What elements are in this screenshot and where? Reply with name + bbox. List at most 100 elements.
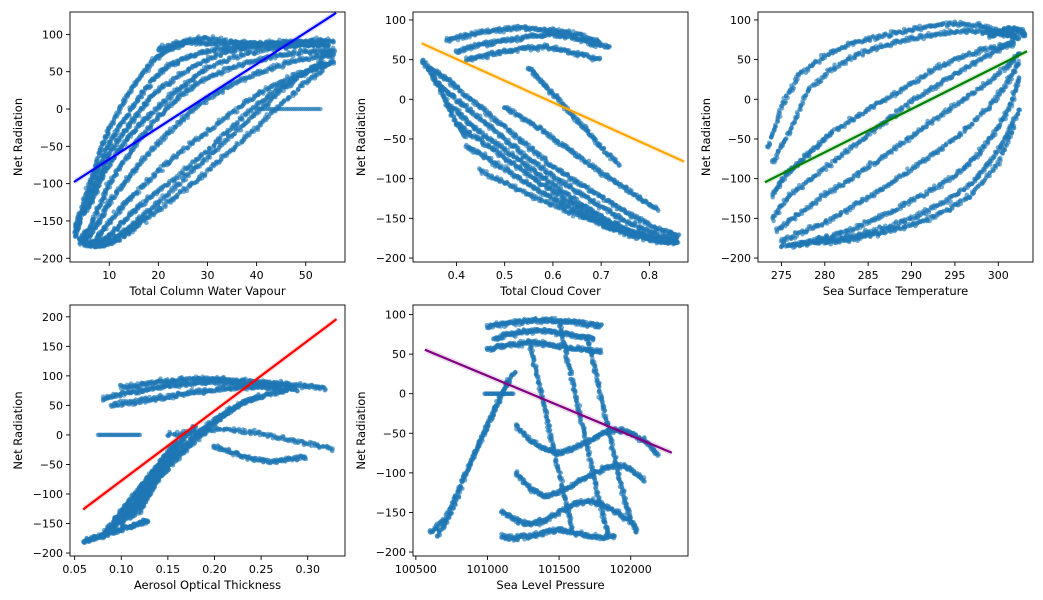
scatter-point — [259, 42, 265, 48]
scatter-point — [139, 94, 144, 100]
scatter-point — [299, 70, 305, 75]
scatter-point — [483, 111, 488, 116]
scatter-point — [126, 232, 132, 237]
scatter-point — [265, 46, 271, 52]
scatter-point — [253, 41, 259, 47]
scatter-point — [277, 87, 283, 93]
scatter-point — [157, 111, 162, 117]
scatter-point — [513, 132, 519, 138]
scatter-point — [291, 89, 297, 95]
x-tick-label: 10 — [102, 269, 116, 282]
scatter-point — [203, 131, 208, 136]
scatter-point — [235, 142, 240, 147]
scatter-point — [193, 135, 199, 141]
x-tick-label: 30 — [201, 269, 215, 282]
scatter-point — [97, 203, 102, 208]
scatter-point — [181, 118, 187, 123]
scatter-point — [299, 73, 305, 79]
scatter-point — [515, 49, 520, 55]
scatter-point — [252, 110, 258, 116]
cloud-cover-panel: 0.4 0.5 0.6 0.7 0.8−200−150−100−50050100Tota… — [354, 11, 689, 298]
scatter-point — [507, 27, 513, 33]
scatter-point — [149, 110, 154, 116]
scatter-point — [144, 220, 149, 226]
scatter-point — [207, 64, 213, 70]
scatter-point — [113, 132, 118, 138]
scatter-point — [133, 209, 138, 214]
scatter-point — [308, 75, 314, 80]
y-axis-label: Net Radiation — [11, 98, 25, 176]
scatter-point — [118, 209, 123, 215]
x-tick-label: 50 — [299, 269, 313, 282]
scatter-point — [536, 152, 541, 157]
scatter-point — [203, 40, 208, 46]
scatter-point — [544, 168, 549, 173]
scatter-point — [222, 38, 228, 44]
scatter-point — [539, 166, 545, 171]
scatter-point — [185, 172, 190, 178]
scatter-point — [109, 200, 114, 205]
x-tick-label: 20 — [151, 269, 165, 282]
scatter-point — [269, 96, 274, 102]
scatter-point — [298, 38, 304, 44]
scatter-point — [204, 169, 210, 174]
scatter-point — [200, 134, 205, 139]
y-tick-label: −200 — [33, 252, 63, 265]
scatter-point — [147, 215, 152, 220]
scatter-point — [145, 102, 150, 107]
scatter-point — [195, 164, 201, 170]
scatter-point — [176, 181, 182, 187]
scatter-point — [600, 195, 606, 201]
scatter-point — [233, 109, 238, 115]
scatter-point — [606, 44, 612, 49]
scatter-point — [90, 214, 96, 219]
scatter-point — [234, 55, 239, 60]
scatter-point — [132, 101, 138, 107]
scatter-point — [163, 203, 168, 208]
scatter-point — [281, 88, 286, 93]
scatter-point — [579, 36, 584, 41]
scatter-point — [304, 68, 310, 74]
y-tick-label: 100 — [42, 28, 63, 41]
scatter-point — [250, 74, 255, 79]
scatter-point — [148, 207, 153, 212]
scatter-point — [188, 163, 193, 169]
scatter-point — [266, 92, 271, 97]
regression-line — [73, 11, 337, 183]
scatter-point — [276, 64, 282, 69]
scatter-point — [147, 177, 153, 182]
scatter-point — [240, 117, 245, 123]
scatter-point — [251, 129, 257, 134]
scatter-point — [564, 33, 570, 39]
scatter-point — [232, 131, 237, 137]
y-tick-label: 50 — [49, 66, 63, 79]
scatter-point — [532, 151, 537, 157]
y-tick-label: −150 — [33, 215, 63, 228]
scatter-point — [232, 48, 238, 53]
scatter-point — [166, 181, 172, 186]
scatter-point — [256, 47, 262, 52]
y-tick-label: 0 — [56, 103, 63, 116]
scatter-point — [568, 176, 574, 181]
scatter-point — [120, 159, 125, 165]
scatter-point — [503, 123, 508, 129]
scatter-point — [128, 174, 133, 179]
x-axis-label: Total Column Water Vapour — [128, 284, 286, 298]
scatter-point — [159, 205, 165, 211]
scatter-point — [293, 40, 298, 45]
scatter-point — [246, 118, 251, 123]
scatter-point — [318, 106, 323, 112]
scatter-point — [108, 162, 114, 167]
scatter-points — [72, 34, 337, 250]
scatter-point — [111, 118, 116, 124]
scatter-point — [194, 81, 200, 86]
scatter-point — [227, 150, 232, 155]
scatter-point — [308, 50, 313, 55]
scatter-point — [319, 68, 325, 74]
scatter-point — [296, 87, 301, 92]
scatter-point — [215, 159, 220, 165]
scatter-point — [270, 39, 275, 44]
scatter-point — [597, 56, 602, 61]
scatter-point — [293, 43, 298, 49]
